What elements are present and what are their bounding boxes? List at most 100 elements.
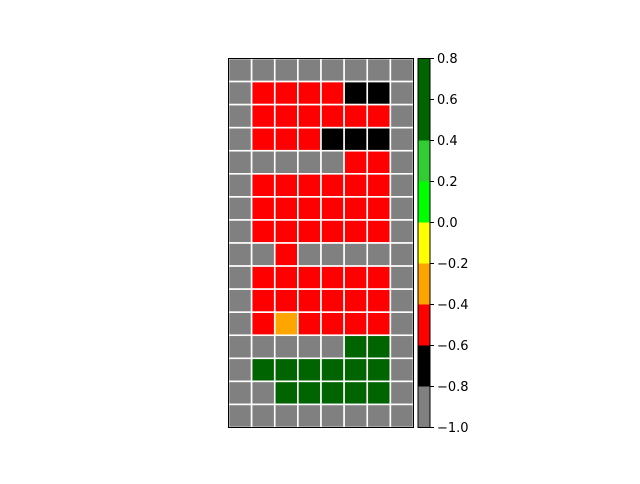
heatmap-cell <box>320 196 345 221</box>
heatmap-cell <box>320 403 345 429</box>
heatmap-cell <box>366 334 392 360</box>
heatmap-cell <box>389 288 415 313</box>
heatmap-cell <box>343 219 369 244</box>
colorbar-tick-label: −1.0 <box>437 421 469 436</box>
heatmap-cell <box>389 311 415 337</box>
heatmap-cell <box>250 357 276 383</box>
heatmap-cell <box>250 80 276 106</box>
heatmap-cell <box>320 265 345 290</box>
heatmap-cell <box>389 265 415 290</box>
heatmap-cell <box>227 357 253 383</box>
heatmap-cell <box>297 219 322 244</box>
heatmap-cell <box>366 242 392 267</box>
colorbar-tick-label: 0.0 <box>437 216 458 231</box>
heatmap-cell <box>227 403 253 429</box>
heatmap-cell <box>273 380 299 406</box>
colorbar-segment <box>418 263 430 305</box>
heatmap-cell <box>250 265 276 290</box>
heatmap-cell <box>366 149 392 175</box>
heatmap-cell <box>343 288 369 313</box>
heatmap-cell <box>227 288 253 313</box>
heatmap-cell <box>389 334 415 360</box>
heatmap-cell <box>227 334 253 360</box>
heatmap-cell <box>250 334 276 360</box>
heatmap-cell <box>343 173 369 198</box>
heatmap-cell <box>320 380 345 406</box>
heatmap-cell <box>366 173 392 198</box>
heatmap-cell <box>366 311 392 337</box>
heatmap-cell <box>250 219 276 244</box>
colorbar-segment <box>418 386 430 428</box>
heatmap-cell <box>389 80 415 106</box>
heatmap-cell <box>273 311 299 337</box>
heatmap-cell <box>273 334 299 360</box>
heatmap-cell <box>320 334 345 360</box>
heatmap-cell <box>297 357 322 383</box>
heatmap-cell <box>273 196 299 221</box>
plot-frame <box>228 58 414 428</box>
heatmap-cell <box>320 149 345 175</box>
heatmap-cell <box>250 57 276 83</box>
heatmap-cell <box>227 126 253 152</box>
colorbar-tick-label: −0.4 <box>437 298 469 313</box>
heatmap-cell <box>389 196 415 221</box>
heatmap-cell <box>273 288 299 313</box>
colorbar-segment <box>418 345 430 387</box>
heatmap-cell <box>273 80 299 106</box>
heatmap-cell <box>320 288 345 313</box>
heatmap-cell <box>320 57 345 83</box>
heatmap-cell <box>273 219 299 244</box>
heatmap-cell <box>366 196 392 221</box>
heatmap-cell <box>320 173 345 198</box>
heatmap-cell <box>297 380 322 406</box>
heatmap-cell <box>343 380 369 406</box>
heatmap-cell <box>273 357 299 383</box>
heatmap-cell <box>389 219 415 244</box>
heatmap-cell <box>389 380 415 406</box>
colorbar-segment <box>418 304 430 346</box>
heatmap-cell <box>320 311 345 337</box>
heatmap-cell <box>389 403 415 429</box>
heatmap-cell <box>320 103 345 129</box>
heatmap-cell <box>250 173 276 198</box>
colorbar-tick-label: 0.6 <box>437 93 458 108</box>
heatmap-cell <box>297 288 322 313</box>
colorbar <box>417 58 431 428</box>
heatmap-cell <box>389 149 415 175</box>
heatmap-cell <box>227 80 253 106</box>
heatmap-cell <box>297 265 322 290</box>
heatmap-cell <box>389 126 415 152</box>
heatmap-cell <box>366 403 392 429</box>
heatmap-cell <box>250 149 276 175</box>
heatmap-cell <box>343 242 369 267</box>
heatmap-cell <box>343 403 369 429</box>
colorbar-ticks: −1.0 −0.8 −0.6 −0.4 −0.2 0.0 0.2 0.4 0.6 0.8 <box>430 52 469 436</box>
heatmap-cell <box>320 219 345 244</box>
heatmap-cell <box>366 288 392 313</box>
heatmap-cell <box>366 57 392 83</box>
heatmap-cell <box>297 196 322 221</box>
heatmap-cell <box>343 357 369 383</box>
heatmap-cell <box>227 149 253 175</box>
heatmap-cell <box>273 126 299 152</box>
heatmap-cell <box>297 126 322 152</box>
heatmap-cell <box>343 149 369 175</box>
heatmap-cell <box>250 288 276 313</box>
heatmap-cell <box>343 196 369 221</box>
heatmap-cell <box>273 265 299 290</box>
heatmap-cell <box>250 126 276 152</box>
colorbar-segment <box>418 181 430 223</box>
heatmap-cells <box>227 57 415 429</box>
heatmap-cell <box>320 80 345 106</box>
heatmap-cell <box>343 265 369 290</box>
heatmap-cell <box>250 242 276 267</box>
heatmap-cell <box>227 103 253 129</box>
heatmap-cell <box>250 380 276 406</box>
heatmap-cell <box>366 380 392 406</box>
heatmap-cell <box>273 242 299 267</box>
heatmap-cell <box>227 196 253 221</box>
heatmap-cell <box>297 334 322 360</box>
colorbar-segment <box>418 222 430 264</box>
heatmap-cell <box>366 103 392 129</box>
